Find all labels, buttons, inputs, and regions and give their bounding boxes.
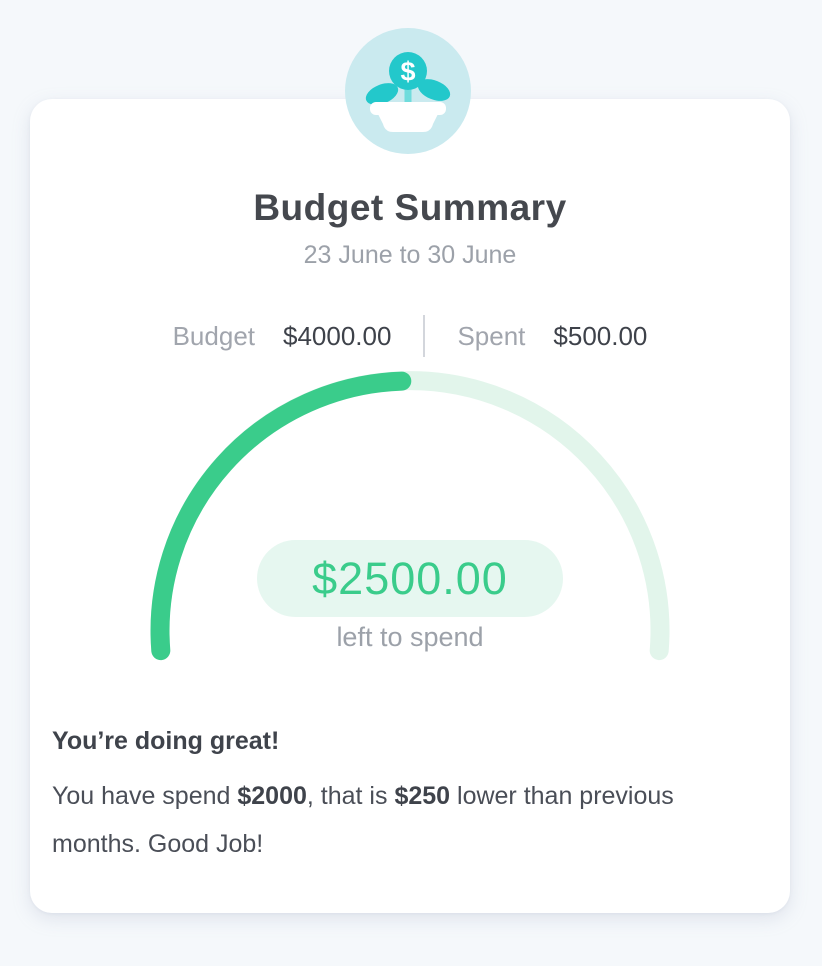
stats-divider (423, 315, 426, 357)
plant-leaf-right (417, 79, 451, 101)
plant-leaf-left (365, 83, 399, 105)
message: You’re doing great! You have spend $2000… (52, 727, 712, 868)
remaining-pill: $2500.00 (257, 540, 563, 617)
budget-summary-card: Budget Summary 23 June to 30 June Budget… (30, 99, 790, 913)
stats-row: Budget $4000.00 Spent $500.00 (30, 315, 790, 357)
remaining-value: $2500.00 (312, 552, 508, 604)
message-headline: You’re doing great! (52, 727, 280, 755)
pot-rim (370, 102, 446, 115)
dollar-coin (389, 52, 427, 90)
money-plant-icon: $ (365, 52, 451, 132)
spent-label: Spent (457, 320, 526, 351)
message-body: You have spend $2000, that is $250 lower… (52, 782, 674, 858)
dollar-glyph: $ (400, 57, 415, 87)
budget-label: Budget (172, 320, 255, 351)
gauge-progress (150, 371, 412, 661)
budget-gauge (150, 371, 670, 661)
spent-value: $500.00 (553, 320, 648, 351)
date-range: 23 June to 30 June (303, 241, 517, 269)
pot-body (378, 114, 438, 132)
remaining-label: left to spend (336, 622, 484, 652)
icon-circle: $ (345, 28, 471, 154)
page-title: Budget Summary (253, 187, 567, 228)
budget-value: $4000.00 (283, 320, 392, 351)
